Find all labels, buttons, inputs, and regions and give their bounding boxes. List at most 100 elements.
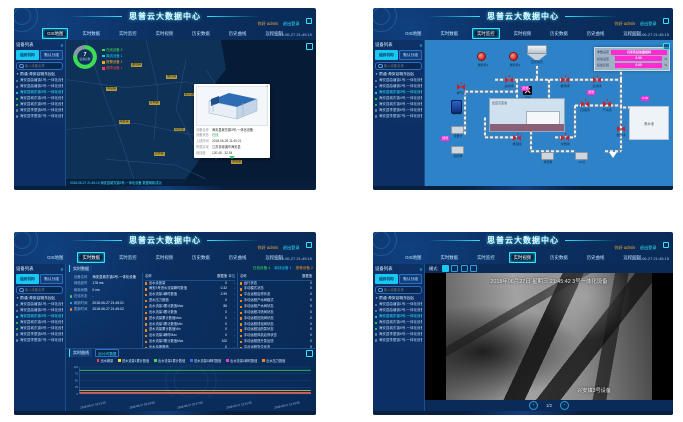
curve-range-badge[interactable]: 近2小时数据 <box>95 349 120 357</box>
layout-4-button[interactable] <box>451 265 459 272</box>
equipment-box[interactable]: 加药泵 <box>451 146 464 158</box>
sidebar-tab-group[interactable]: 默认分组 <box>399 50 422 60</box>
nav-tab[interactable]: 实时监控 <box>477 254 495 260</box>
table-row[interactable]: 平台远程复位状态 0 <box>240 345 312 351</box>
power-icon[interactable] <box>663 17 669 24</box>
power-icon[interactable] <box>306 241 312 248</box>
expand-icon[interactable] <box>306 349 313 357</box>
device-tree-item[interactable]: 海安县城东镇4号-一体化设备 <box>375 96 422 102</box>
nav-tab[interactable]: 历史数据 <box>550 30 568 36</box>
map-station-marker[interactable]: 西场镇 <box>153 151 165 157</box>
device-tree-item[interactable]: 海安县曲塘镇2号-一体化设备 <box>375 308 422 314</box>
nav-tab[interactable]: 历史数据 <box>550 254 568 260</box>
table-row[interactable]: 手动远程提升泵反馈 0 <box>240 339 312 345</box>
valve-icon[interactable]: 放空阀 <box>616 123 626 137</box>
collapse-icon[interactable]: ≡ <box>419 42 422 48</box>
table-row[interactable]: 进水流量累计数值Max 0 - <box>145 316 235 322</box>
device-tree-item[interactable]: 海安县城东镇5号-一体化设备 <box>375 102 422 108</box>
mixer-pump-1[interactable]: 搅拌机1 <box>477 52 488 67</box>
table-row[interactable]: 出水流量2累计数值Max 100 - <box>145 339 235 345</box>
table-row[interactable]: 平台远程启停状态 0 <box>240 292 312 298</box>
table-row[interactable]: 海安3号进水流量瞬时数值 0.32 - <box>145 286 235 292</box>
map-station-marker[interactable]: 雅周镇 <box>166 74 178 79</box>
legend-entry[interactable]: 出水流量1累计数值 <box>154 358 185 363</box>
valve-icon[interactable]: 出水阀 <box>592 74 602 88</box>
device-tree-item[interactable]: 海安县李堡镇7号-一体化设备 <box>16 338 63 344</box>
device-tree-item[interactable]: 海安县曲塘镇2号-一体化设备 <box>16 84 63 90</box>
map-station-marker[interactable]: 海安镇 <box>173 126 185 132</box>
device-tree-item[interactable]: 海安县城东镇5号-一体化设备 <box>375 326 422 332</box>
tree-root[interactable]: ▼ 南通·海安县城东园区 <box>375 72 415 76</box>
nav-tab[interactable]: 历史曲线 <box>228 30 247 36</box>
mixer-pump-2[interactable]: 搅拌机2 <box>509 52 520 67</box>
device-tree-item[interactable]: 海安县曲塘镇1号-一体化设备 <box>16 78 63 84</box>
map-canvas[interactable]: 7 设备总数 在线设备 4 离线设备 1 报警设备 1 故障设备 1 <box>66 40 316 186</box>
valve-icon[interactable]: 排气阀 <box>456 81 466 95</box>
device-tree-item[interactable]: 海安县曲塘镇2号-一体化设备 <box>16 308 63 314</box>
next-page-button[interactable]: › <box>559 401 569 410</box>
nav-tab[interactable]: 远程控制 <box>265 30 283 36</box>
device-tree-item[interactable]: 海安县城东镇5号-一体化设备 <box>16 102 63 108</box>
valve-icon[interactable]: 产水阀 <box>602 98 612 112</box>
table-row[interactable]: 进水压力数值 0 - <box>145 298 235 304</box>
device-tree-item[interactable]: 海安县城东镇5号-一体化设备 <box>16 326 63 332</box>
nav-tab[interactable]: 实时数据 <box>77 252 106 263</box>
valve-icon[interactable]: 排泥阀 <box>512 132 522 146</box>
logout-link[interactable]: 退出登录 <box>639 21 657 26</box>
nav-tab[interactable]: 实时监控 <box>472 28 500 39</box>
device-tree-item[interactable]: 海安县李堡镇7号-一体化设备 <box>375 114 422 120</box>
prev-page-button[interactable]: ‹ <box>529 401 539 410</box>
equipment-box[interactable]: pH计 <box>575 152 588 164</box>
sidebar-tab-group[interactable]: 默认分组 <box>40 50 63 60</box>
nav-tab[interactable]: 实时视频 <box>513 30 532 36</box>
nav-tab[interactable]: 实时视频 <box>508 252 537 263</box>
lift-pump[interactable]: 提升泵 <box>451 100 462 115</box>
layout-1-button[interactable] <box>441 265 449 272</box>
valve-icon[interactable]: 回流阀 <box>580 98 590 112</box>
nav-tab[interactable]: 远程控制 <box>623 254 641 260</box>
legend-entry[interactable]: 进水流量1累计数值 <box>118 358 149 363</box>
legend-entry[interactable]: 出水流量1瞬时数值 <box>226 358 257 363</box>
sidebar-tab-org[interactable]: 组织机构 <box>375 274 398 284</box>
legend-entry[interactable]: 出水压力数值 <box>262 358 285 363</box>
power-icon[interactable] <box>306 17 312 24</box>
table-row[interactable]: 出水流量1累计数值Min 0 - <box>145 322 235 328</box>
collapse-icon[interactable]: ≡ <box>60 266 63 272</box>
table-row[interactable]: 运行状态 0 <box>240 281 312 287</box>
nav-tab[interactable]: 实时数据 <box>82 30 101 36</box>
table-row[interactable]: 手动远程产水阀状态 0 <box>240 304 312 310</box>
search-input[interactable] <box>383 288 419 292</box>
table-row[interactable]: 出水流量1累计数值Max 86 - <box>145 304 235 310</box>
equipment-box[interactable]: 排泥泵 <box>541 152 554 164</box>
equipment-box[interactable]: 流量计 <box>451 126 464 138</box>
map-station-marker[interactable]: 南莫镇 <box>106 85 118 91</box>
device-tree-item[interactable]: 海安县李堡镇6号-一体化设备 <box>16 332 63 338</box>
nav-tab[interactable]: 实时数据 <box>440 30 459 36</box>
nav-tab[interactable]: 远程控制 <box>265 254 283 260</box>
nav-tab[interactable]: GIS地图 <box>42 28 69 39</box>
collapse-icon[interactable]: ≡ <box>60 42 63 48</box>
device-tree-item[interactable]: 海安县曲塘镇1号-一体化设备 <box>375 302 422 308</box>
device-search[interactable] <box>375 62 422 70</box>
device-tree-item[interactable]: 海安县李堡镇7号-一体化设备 <box>375 338 422 344</box>
nav-tab[interactable]: 实时视频 <box>155 30 174 36</box>
collapse-icon[interactable]: ≡ <box>419 266 422 272</box>
device-tree-item[interactable]: 海安县李堡镇6号-一体化设备 <box>375 332 422 338</box>
camera-feed[interactable] <box>446 273 652 400</box>
sidebar-tab-group[interactable]: 默认分组 <box>40 274 63 284</box>
valve-icon[interactable]: 冲洗阀 <box>560 132 570 146</box>
device-tree-item[interactable]: 海安县李堡镇7号-一体化设备 <box>16 114 63 120</box>
tree-root[interactable]: ▼ 南通·海安县城东园区 <box>16 296 56 300</box>
nav-tab[interactable]: 历史曲线 <box>228 254 247 260</box>
nav-tab[interactable]: 历史数据 <box>192 254 210 260</box>
nav-tab[interactable]: GIS地图 <box>405 254 422 260</box>
panel-row-value[interactable]: 0.00 <box>615 56 663 61</box>
device-tree-item[interactable]: 海安县城东镇3号-一体化设备 <box>16 90 63 96</box>
layout-9-button[interactable] <box>460 265 468 272</box>
nav-tab[interactable]: GIS地图 <box>405 30 422 36</box>
nav-tab[interactable]: 历史数据 <box>192 30 210 36</box>
search-input[interactable] <box>24 64 60 68</box>
logout-link[interactable]: 退出登录 <box>282 245 300 250</box>
device-tree-item[interactable]: 海安县城东镇3号-一体化设备 <box>375 90 422 96</box>
table-row[interactable]: 出水流量1瞬时数值 2.99 - <box>145 292 235 298</box>
